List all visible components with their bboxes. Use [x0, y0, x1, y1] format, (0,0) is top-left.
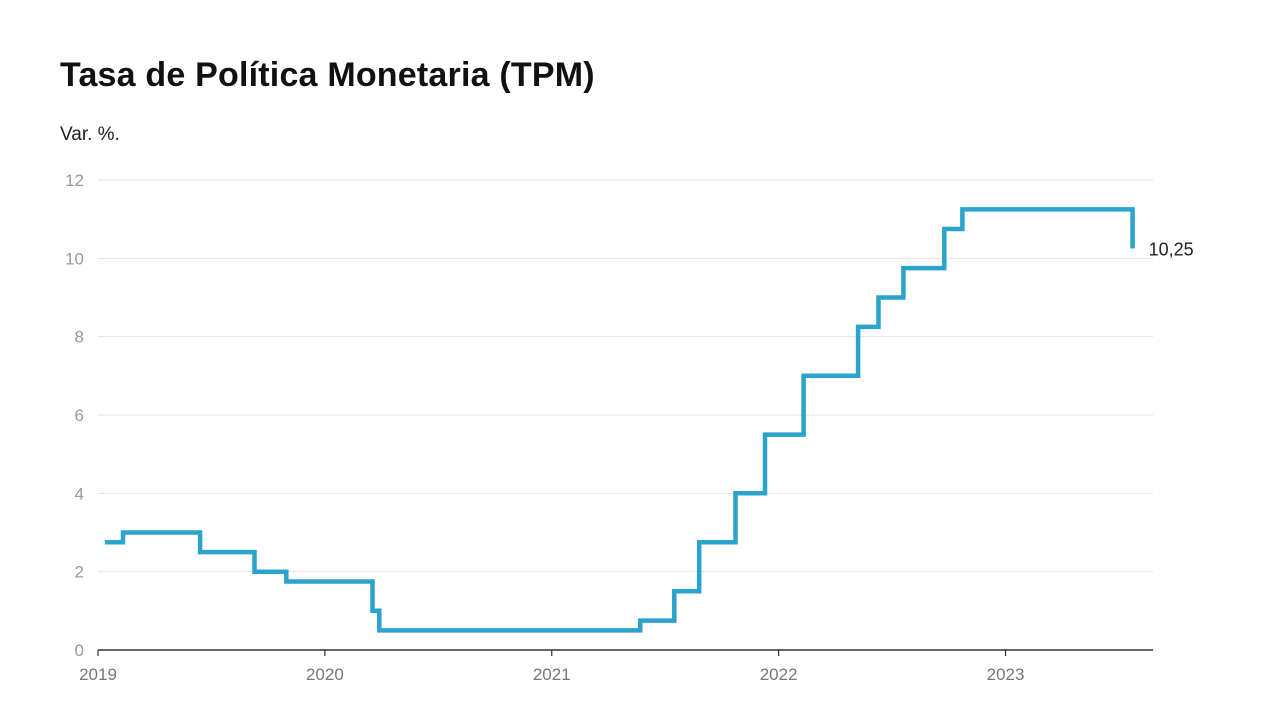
y-tick-label: 0 — [75, 641, 84, 660]
x-tick-label: 2021 — [533, 665, 571, 684]
y-tick-label: 12 — [65, 171, 84, 190]
y-tick-label: 8 — [75, 328, 84, 347]
chart-subtitle: Var. %. — [60, 124, 120, 145]
y-tick-label: 2 — [75, 563, 84, 582]
y-tick-label: 10 — [65, 249, 84, 268]
x-tick-label: 2019 — [79, 665, 117, 684]
grid-lines — [98, 179, 1153, 573]
axes — [97, 649, 1153, 656]
end-value-label: 10,25 — [1149, 240, 1194, 260]
x-tick-label: 2020 — [306, 665, 344, 684]
y-tick-label: 6 — [75, 406, 84, 425]
series-line — [104, 207, 1135, 633]
x-tick-label: 2022 — [760, 665, 798, 684]
x-tick-label: 2023 — [987, 665, 1025, 684]
chart-title: Tasa de Política Monetaria (TPM) — [60, 56, 595, 94]
y-tick-label: 4 — [75, 484, 84, 503]
series-area — [104, 207, 1135, 633]
labels: 0 2 4 6 8 10 12 2019 2020 2021 2022 2023 10,25 — [65, 171, 1194, 684]
